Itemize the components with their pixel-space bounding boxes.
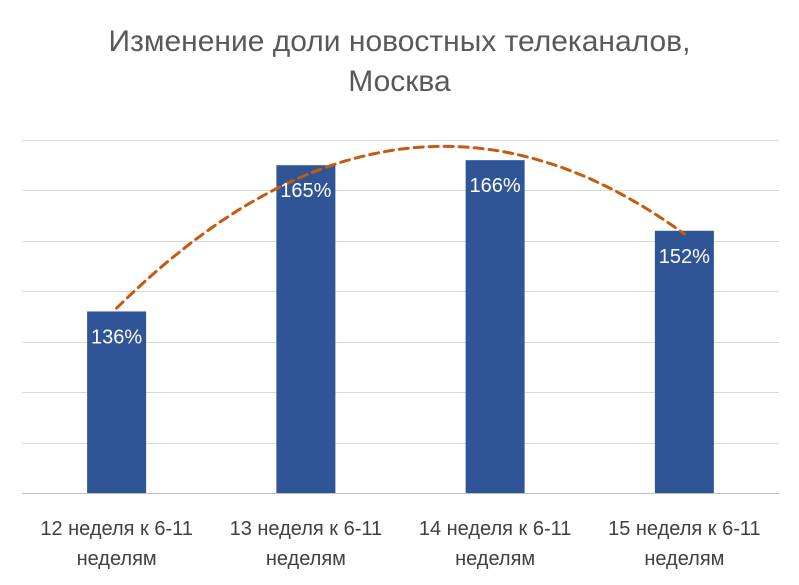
category-label: 14 неделя к 6-11 <box>419 518 572 540</box>
category-label: неделям <box>455 548 535 570</box>
chart-title-line-1: Изменение доли новостных телеканалов, <box>108 25 691 58</box>
trendline <box>115 144 686 310</box>
category-label: неделям <box>644 548 724 570</box>
bar <box>276 165 336 493</box>
category-label: 12 неделя к 6-11 <box>40 518 193 540</box>
category-label: 15 неделя к 6-11 <box>608 518 761 540</box>
data-label: 136% <box>91 326 142 348</box>
category-label: неделям <box>77 548 157 570</box>
bar <box>654 230 714 493</box>
category-label: неделям <box>266 548 346 570</box>
chart-title-line-2: Москва <box>348 65 451 98</box>
bar <box>87 311 147 493</box>
bar <box>465 160 525 493</box>
chart-title: Изменение доли новостных телеканалов, Мо… <box>0 22 799 102</box>
data-label: 152% <box>659 246 710 268</box>
category-label: 13 неделя к 6-11 <box>230 518 383 540</box>
data-label: 165% <box>280 180 331 202</box>
data-label: 166% <box>470 175 521 197</box>
